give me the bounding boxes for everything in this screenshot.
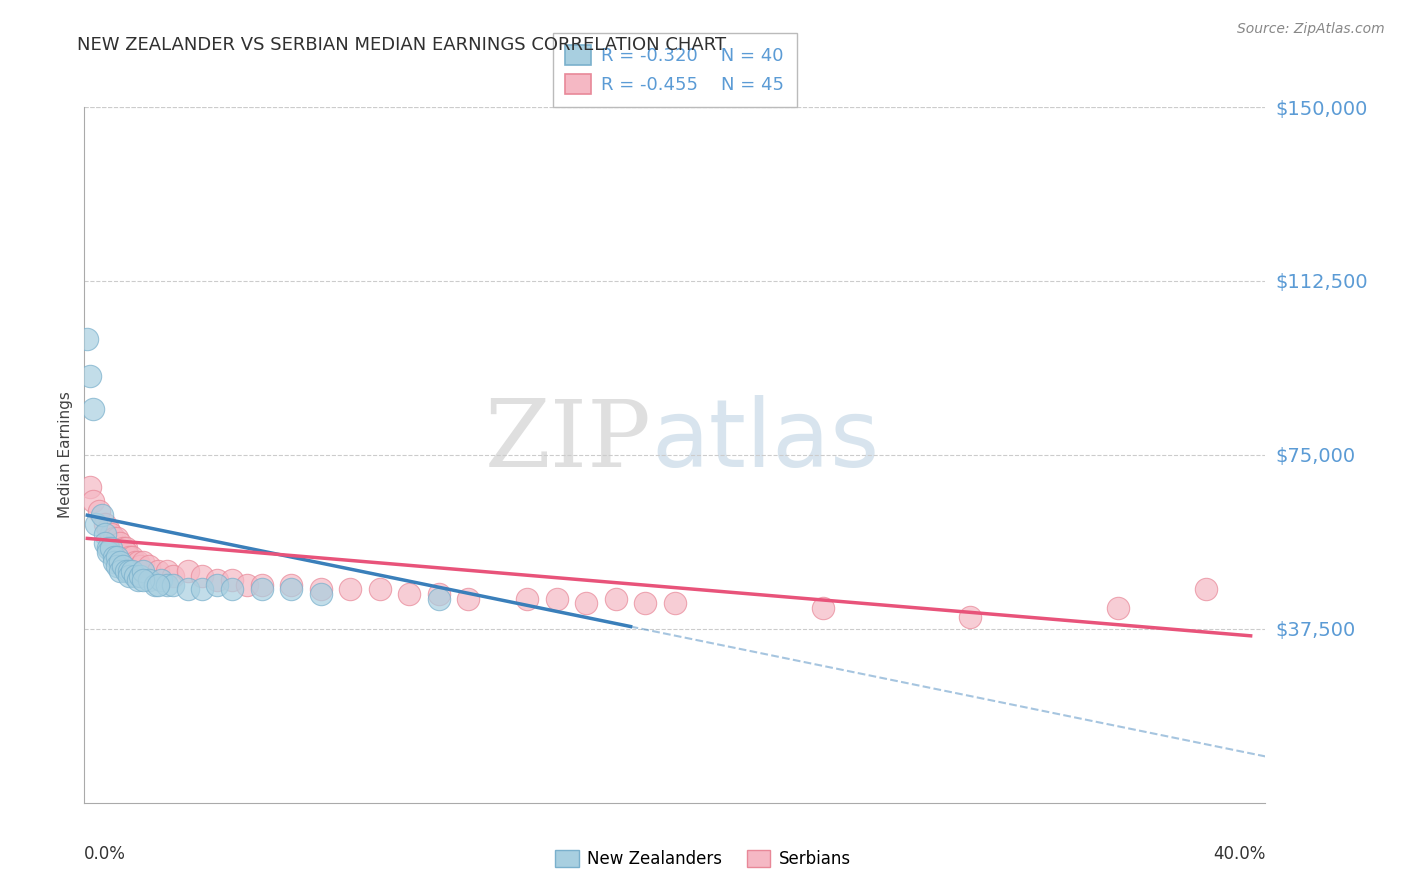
Point xyxy=(221,582,243,597)
Text: 40.0%: 40.0% xyxy=(1213,845,1265,863)
Point xyxy=(138,573,160,587)
Point xyxy=(124,555,146,569)
Point xyxy=(1107,601,1129,615)
Point xyxy=(97,545,120,559)
Point xyxy=(82,401,104,416)
Point xyxy=(103,555,125,569)
Point xyxy=(143,578,166,592)
Point xyxy=(94,517,117,532)
Point xyxy=(111,559,134,574)
Point xyxy=(207,573,229,587)
Point xyxy=(191,568,214,582)
Point xyxy=(236,578,259,592)
Point xyxy=(105,549,128,564)
Point xyxy=(127,555,149,569)
Point xyxy=(91,508,114,523)
Point xyxy=(427,587,450,601)
Point xyxy=(103,532,125,546)
Point xyxy=(309,587,332,601)
Legend: R = -0.320    N = 40, R = -0.455    N = 45: R = -0.320 N = 40, R = -0.455 N = 45 xyxy=(553,33,797,107)
Point xyxy=(132,555,155,569)
Point xyxy=(427,591,450,606)
Point xyxy=(156,564,179,578)
Point xyxy=(118,564,141,578)
Point xyxy=(250,578,273,592)
Point xyxy=(108,555,131,569)
Point xyxy=(94,536,117,550)
Point xyxy=(150,573,173,587)
Point xyxy=(1195,582,1218,597)
Point xyxy=(118,568,141,582)
Point xyxy=(124,568,146,582)
Point xyxy=(132,573,155,587)
Point xyxy=(664,596,686,610)
Point xyxy=(309,582,332,597)
Point xyxy=(148,578,170,592)
Point xyxy=(108,536,131,550)
Point xyxy=(114,541,136,555)
Point xyxy=(97,522,120,536)
Point xyxy=(250,582,273,597)
Point xyxy=(105,532,128,546)
Point xyxy=(162,568,184,582)
Point xyxy=(516,591,538,606)
Point xyxy=(207,578,229,592)
Point xyxy=(108,564,131,578)
Point xyxy=(114,564,136,578)
Point xyxy=(84,517,107,532)
Point xyxy=(546,591,568,606)
Point xyxy=(339,582,361,597)
Text: 0.0%: 0.0% xyxy=(84,845,127,863)
Point xyxy=(162,578,184,592)
Point xyxy=(79,369,101,384)
Point xyxy=(103,549,125,564)
Point xyxy=(280,578,302,592)
Point xyxy=(398,587,420,601)
Point xyxy=(87,503,111,517)
Legend: New Zealanders, Serbians: New Zealanders, Serbians xyxy=(548,843,858,875)
Point xyxy=(457,591,479,606)
Point xyxy=(79,480,101,494)
Point xyxy=(280,582,302,597)
Point xyxy=(811,601,834,615)
Point xyxy=(605,591,627,606)
Point xyxy=(959,610,981,624)
Point xyxy=(111,541,134,555)
Y-axis label: Median Earnings: Median Earnings xyxy=(58,392,73,518)
Point xyxy=(129,568,152,582)
Point xyxy=(94,526,117,541)
Point xyxy=(575,596,598,610)
Point xyxy=(100,541,122,555)
Point xyxy=(105,559,128,574)
Point xyxy=(221,573,243,587)
Point xyxy=(118,549,141,564)
Point xyxy=(129,559,152,574)
Point xyxy=(177,564,200,578)
Text: atlas: atlas xyxy=(651,395,880,487)
Point xyxy=(634,596,657,610)
Point xyxy=(368,582,391,597)
Text: Source: ZipAtlas.com: Source: ZipAtlas.com xyxy=(1237,22,1385,37)
Text: NEW ZEALANDER VS SERBIAN MEDIAN EARNINGS CORRELATION CHART: NEW ZEALANDER VS SERBIAN MEDIAN EARNINGS… xyxy=(77,36,727,54)
Point xyxy=(76,332,98,346)
Point xyxy=(97,541,120,555)
Point xyxy=(82,494,104,508)
Point xyxy=(114,545,136,559)
Point xyxy=(138,559,160,574)
Text: ZIP: ZIP xyxy=(485,396,651,486)
Point xyxy=(121,564,143,578)
Point xyxy=(127,573,149,587)
Point xyxy=(177,582,200,597)
Point xyxy=(191,582,214,597)
Point xyxy=(156,578,179,592)
Point xyxy=(148,564,170,578)
Point xyxy=(132,564,155,578)
Point xyxy=(100,526,122,541)
Point xyxy=(121,549,143,564)
